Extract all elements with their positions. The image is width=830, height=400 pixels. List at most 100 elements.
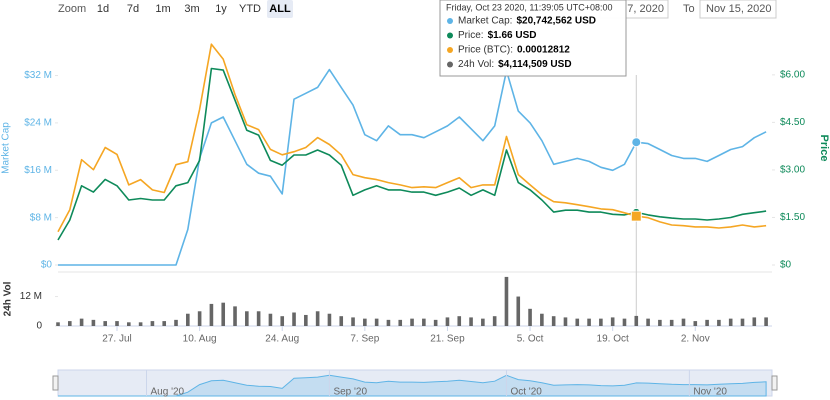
volume-bar: [669, 319, 674, 326]
navigator-handle[interactable]: [52, 375, 59, 391]
tooltip-dot: [447, 47, 453, 53]
y2-tick-label: $0: [780, 260, 792, 271]
y-tick-label: $24 M: [24, 118, 52, 129]
volume-bar: [174, 319, 178, 326]
volume-bar: [91, 319, 96, 326]
volume-bar: [363, 318, 367, 326]
zoom-button-selected[interactable]: [267, 0, 293, 18]
x-tick-label: 5. Oct: [517, 334, 544, 345]
volume-bar: [304, 314, 308, 326]
zoom-button[interactable]: 3m: [184, 3, 199, 15]
zoom-button[interactable]: YTD: [239, 3, 261, 15]
volume-bar: [622, 318, 627, 326]
zoom-button[interactable]: 1d: [97, 3, 109, 15]
zoom-buttons: 1d 7d 1m 3m 1y YTD ALL: [97, 0, 293, 18]
volume-bar: [138, 322, 143, 326]
volume-bar: [634, 315, 639, 326]
volume-bar: [646, 318, 650, 326]
x-tick-label: 24. Aug: [265, 334, 299, 345]
tooltip-label: Market Cap:: [458, 16, 512, 27]
volume-bar: [68, 321, 72, 326]
volume-bar: [245, 311, 249, 326]
zoom-button[interactable]: ALL: [269, 3, 291, 15]
volume-bar: [575, 318, 580, 326]
volume-bar: [233, 306, 237, 326]
volume-bar: [752, 317, 757, 326]
navigator-handle[interactable]: [771, 375, 778, 391]
volume-bar: [457, 316, 462, 326]
volume-bar: [398, 319, 403, 326]
navigator-label: Sep '20: [333, 387, 367, 398]
tooltip-value: $1.66 USD: [488, 30, 537, 41]
to-value: Nov 15, 2020: [706, 3, 771, 15]
volume-bar: [610, 317, 615, 326]
volume-bar: [717, 319, 721, 326]
to-label: To: [683, 3, 695, 15]
volume-bar: [221, 302, 226, 326]
volume-bar: [658, 319, 662, 326]
zoom-label: Zoom: [58, 3, 86, 15]
volume-bar: [280, 316, 285, 326]
y2-tick-label: $4.50: [780, 117, 805, 128]
volume-bar: [728, 318, 733, 326]
tooltip-label: 24h Vol:: [458, 59, 494, 70]
x-tick-label: 10. Aug: [183, 334, 217, 345]
volume-bar: [410, 318, 414, 326]
x-tick-label: 19. Oct: [597, 334, 629, 345]
volume-bar: [469, 317, 473, 326]
y2-tick-label: $6.00: [780, 69, 805, 80]
tooltip-label: Price:: [458, 30, 484, 41]
volume-bar: [681, 318, 686, 326]
navigator-area: [58, 374, 767, 397]
tooltip-dot: [447, 18, 453, 24]
y2-tick-label: $1.50: [780, 212, 805, 223]
volume-bar: [327, 313, 332, 326]
volume-bar: [504, 276, 509, 326]
x-tick-label: 27. Jul: [102, 334, 131, 345]
volume-axis-title: 24h Vol: [3, 281, 14, 316]
x-tick-label: 2. Nov: [681, 334, 710, 345]
tooltip-dot: [447, 61, 453, 68]
tooltip-value: $4,114,509 USD: [498, 59, 571, 70]
hover-marker: [630, 210, 642, 222]
volume-bar: [150, 321, 155, 326]
volume-bar: [563, 317, 568, 326]
volume-bar: [268, 313, 273, 326]
y-tick-label: $16 M: [24, 165, 52, 176]
navigator-label: Nov '20: [693, 387, 727, 398]
volume-bar: [551, 316, 556, 326]
tooltip-label: Price (BTC):: [458, 45, 513, 56]
volume-bar: [492, 316, 497, 326]
volume-tick-label: 0: [36, 321, 42, 332]
zoom-button[interactable]: 7d: [127, 3, 139, 15]
y-tick-label: $8 M: [30, 212, 52, 223]
volume-bar: [56, 322, 60, 326]
volume-bar: [433, 319, 438, 326]
tooltip-date: Friday, Oct 23 2020, 11:39:05 UTC+08:00: [446, 2, 613, 12]
volume-bar: [422, 318, 426, 326]
volume-bar: [374, 318, 379, 326]
volume-bar: [540, 313, 544, 326]
zoom-button[interactable]: 1y: [215, 3, 227, 15]
volume-bar: [351, 317, 355, 326]
hover-marker: [631, 137, 642, 148]
series-line: [58, 68, 767, 266]
x-tick-label: 21. Sep: [430, 334, 465, 345]
volume-bar: [256, 311, 261, 326]
volume-bar: [197, 311, 202, 326]
volume-tick-label: 12 M: [20, 291, 42, 302]
zoom-button[interactable]: 1m: [155, 3, 170, 15]
tooltip-box: [439, 0, 627, 77]
volume-bar: [528, 308, 532, 326]
y-tick-label: $32 M: [24, 70, 52, 81]
volume-bar: [292, 312, 296, 326]
volume-bar: [103, 321, 108, 326]
to-input[interactable]: [699, 0, 777, 19]
tooltip-dot: [447, 32, 453, 39]
volume-bar: [386, 319, 391, 326]
volume-bar: [516, 296, 521, 326]
volume-bar: [127, 322, 131, 326]
volume-bar: [162, 321, 167, 326]
series-line: [57, 67, 767, 241]
